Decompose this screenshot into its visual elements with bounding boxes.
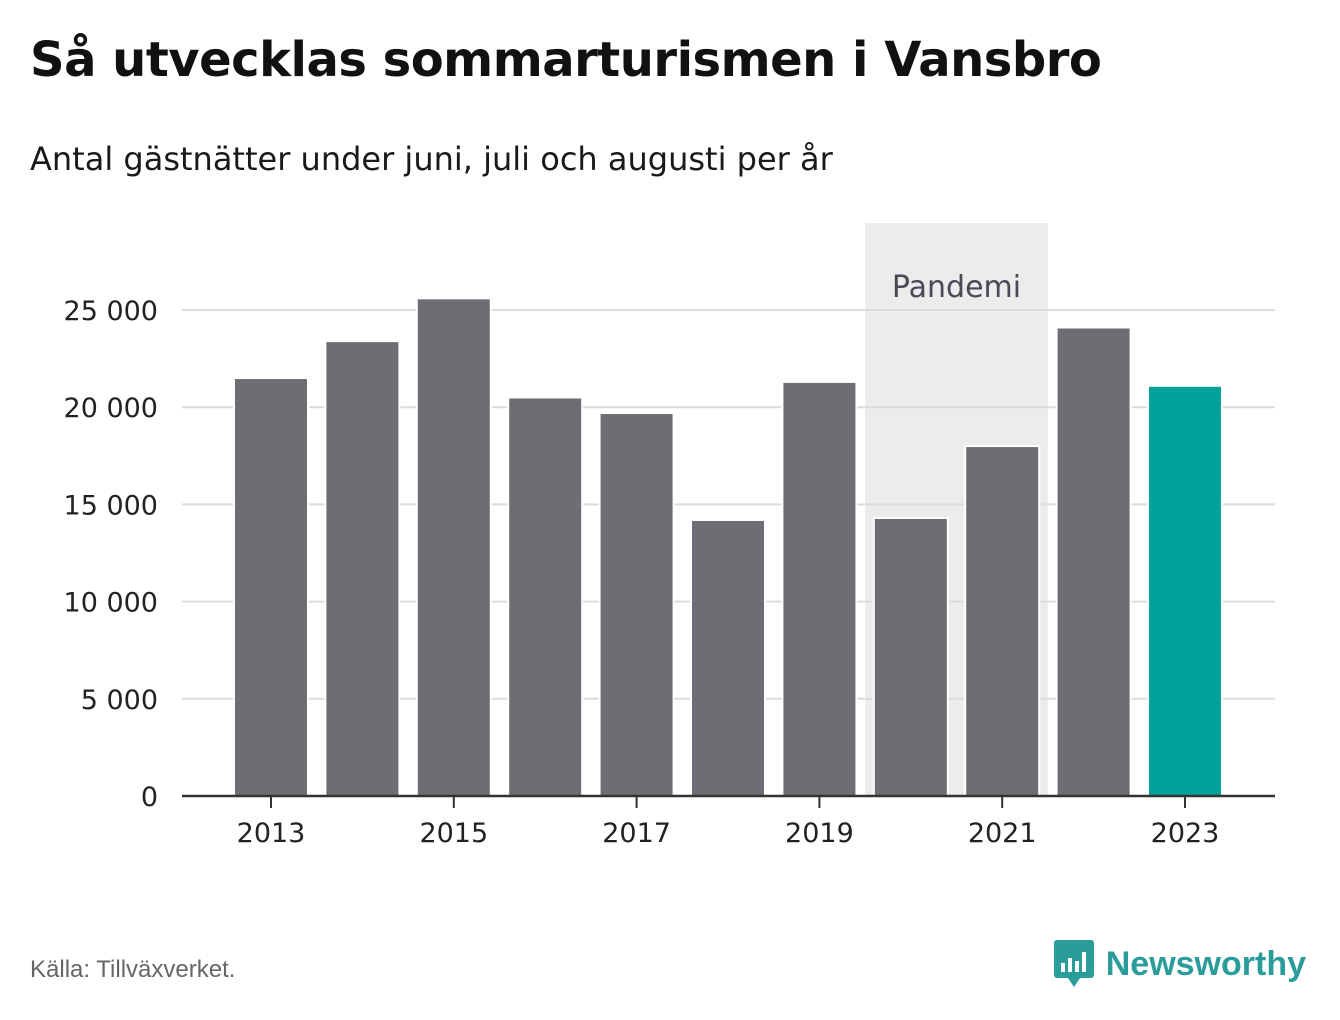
x-tick-label: 2019	[785, 818, 854, 849]
bar-2016	[507, 396, 584, 797]
x-tick-label: 2023	[1151, 818, 1220, 849]
x-tick-label: 2015	[419, 818, 488, 849]
source-note: Källa: Tillväxverket.	[30, 956, 236, 983]
bar-chart-speech-bubble-icon	[1053, 940, 1094, 987]
chart-title: Så utvecklas sommarturismen i Vansbro	[30, 32, 1102, 88]
bar-2022	[1055, 326, 1132, 797]
pandemic-label: Pandemi	[892, 270, 1021, 305]
bar-2018	[690, 518, 766, 798]
y-tick-label: 5 000	[81, 685, 158, 716]
brand-name: Newsworthy	[1105, 944, 1306, 983]
x-tick-label: 2021	[968, 818, 1037, 849]
bar-2013	[233, 377, 309, 797]
bar-2014	[324, 340, 401, 797]
y-tick-label: 25 000	[64, 296, 158, 327]
chart-subtitle: Antal gästnätter under juni, juli och au…	[30, 140, 833, 178]
brand-logo: Newsworthy	[1053, 940, 1306, 988]
y-tick-label: 0	[141, 782, 158, 813]
bar-2019	[781, 380, 858, 797]
bar-2021	[964, 445, 1041, 797]
bar-2017	[598, 412, 675, 797]
y-tick-label: 15 000	[64, 490, 158, 521]
x-tick-label: 2017	[602, 818, 671, 849]
bar-2020	[872, 517, 949, 797]
y-tick-label: 10 000	[64, 588, 158, 619]
bar-chart: Pandemi 0 5 000 10 000 15 000 20 000 25 000 201…	[64, 223, 1275, 849]
x-tick-label: 2013	[237, 818, 306, 849]
y-tick-label: 20 000	[64, 393, 158, 424]
bar-2015	[415, 297, 492, 797]
bar-2023	[1147, 384, 1223, 797]
